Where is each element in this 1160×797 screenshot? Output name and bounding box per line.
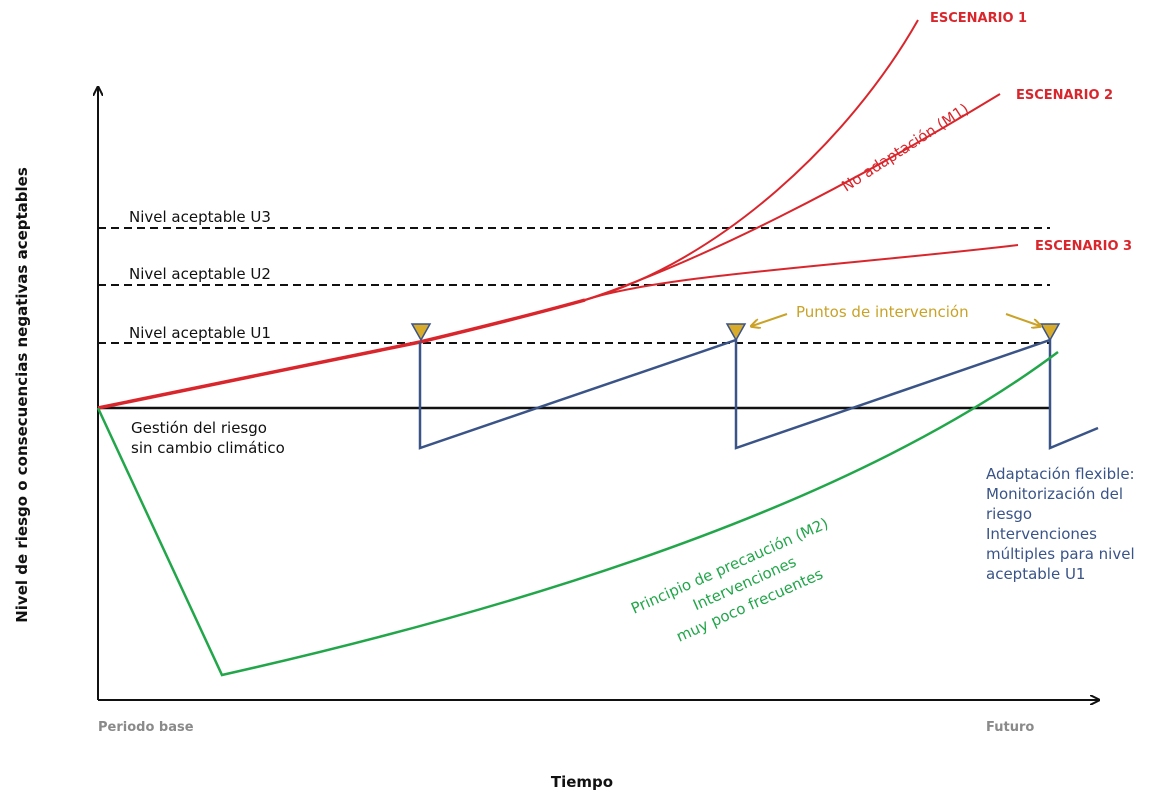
flexible-label-line1: Adaptación flexible:: [986, 465, 1135, 483]
level-u3-label: Nivel aceptable U3: [129, 208, 271, 226]
scenario-3-label: ESCENARIO 3: [1035, 239, 1132, 254]
precaution-label-line1: Principio de precaución (M2): [628, 514, 831, 617]
x-axis-start-label: Periodo base: [98, 720, 194, 735]
flexible-label-line6: aceptable U1: [986, 565, 1085, 583]
flexible-adaptation-path: [418, 338, 1099, 450]
red-trunk-curve: [97, 298, 586, 410]
intervention-points-label: Puntos de intervención: [796, 303, 969, 321]
x-axis-title: Tiempo: [551, 773, 613, 791]
y-axis-title: Nivel de riesgo o consecuencias negativa…: [13, 167, 31, 623]
level-u2-label: Nivel aceptable U2: [129, 265, 271, 283]
scenario-1-label: ESCENARIO 1: [930, 11, 1027, 26]
scenario-2-curve: [584, 93, 1001, 301]
scenario-3-curve: [584, 244, 1019, 301]
intervention-marker-1: [410, 323, 432, 342]
intervention-arrow-left: [752, 313, 788, 326]
level-u1-label: Nivel aceptable U1: [129, 324, 271, 342]
baseline-label-line1: Gestión del riesgo: [131, 419, 267, 437]
no-adaptation-label: No adaptación (M1): [838, 100, 972, 196]
flexible-label-line2: Monitorización del: [986, 485, 1123, 503]
precaution-label-group: Principio de precaución (M2) Intervencio…: [628, 514, 831, 645]
flexible-label-line4: Intervenciones: [986, 525, 1097, 543]
flexible-label-line5: múltiples para nivel: [986, 545, 1135, 563]
baseline-label-line2: sin cambio climático: [131, 439, 285, 457]
intervention-marker-3: [1039, 323, 1061, 342]
x-axis-end-label: Futuro: [986, 720, 1034, 735]
precaution-curve: [96, 350, 1059, 677]
scenario-2-label: ESCENARIO 2: [1016, 88, 1113, 103]
intervention-arrow-right: [1005, 313, 1040, 326]
flexible-label-line3: riesgo: [986, 505, 1032, 523]
intervention-marker-2: [725, 323, 747, 342]
